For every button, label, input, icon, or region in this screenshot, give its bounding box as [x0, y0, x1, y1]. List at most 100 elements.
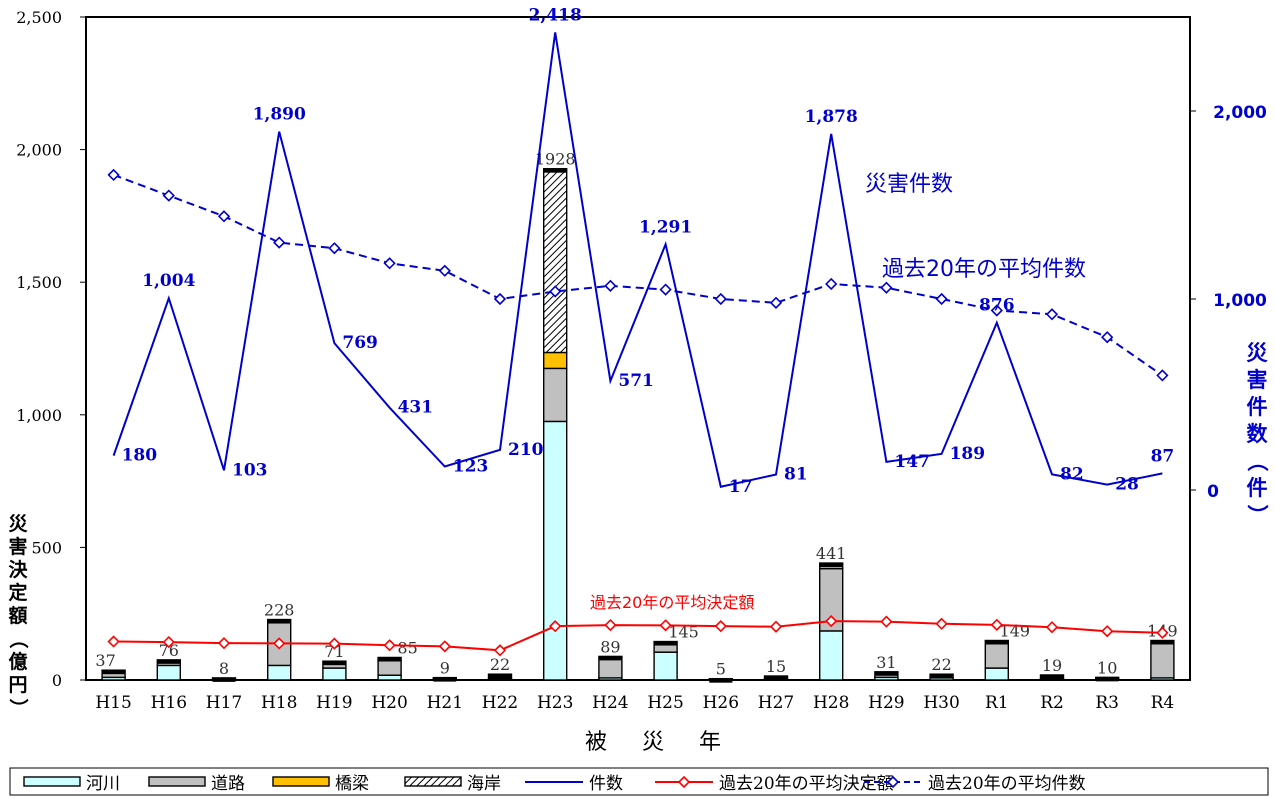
line-marker	[162, 189, 175, 202]
x-tick-label: H23	[537, 693, 573, 713]
x-tick-label: H15	[95, 693, 131, 713]
line-marker	[1101, 625, 1114, 638]
left-axis-title-char: 額	[8, 604, 27, 627]
bar-total-label: 76	[159, 641, 179, 660]
right-axis-title: 災害件数（件）	[1245, 341, 1269, 526]
x-tick-label: H18	[261, 693, 297, 713]
x-tick-label: R3	[1095, 693, 1119, 713]
legend: 河川 道路 橋梁 海岸 件数 過去20年の平均決定額 過去20年の平均件数	[23, 774, 1086, 794]
right-axis-title-char: ）	[1245, 505, 1269, 526]
bar-cap	[764, 676, 788, 681]
bar-total-label: 228	[264, 601, 295, 620]
line-marker	[1101, 331, 1114, 344]
legend-swatch	[404, 776, 462, 787]
x-tick-label: H16	[151, 693, 187, 713]
x-tick-label: H24	[592, 693, 628, 713]
count-label: 769	[342, 333, 378, 353]
left-axis-title-char: 円	[8, 674, 27, 696]
legend-label: 件数	[589, 774, 623, 794]
line-marker	[990, 618, 1003, 631]
left-axis-ticks: 0 500 1,000 1,500 2,000 2,500	[16, 8, 86, 690]
right-axis-title-char: 件	[1247, 395, 1268, 419]
line-marker	[604, 279, 617, 292]
x-tick-label: H22	[482, 693, 518, 713]
line-count	[112, 32, 1163, 488]
line-marker	[1156, 626, 1169, 639]
count-label: 189	[950, 444, 986, 464]
line-marker	[769, 296, 783, 309]
x-tick-label: H30	[923, 693, 959, 713]
line-marker	[493, 292, 507, 306]
bar-total-label: 5	[716, 660, 726, 679]
x-tick-label: H25	[647, 693, 683, 713]
line-marker	[659, 619, 672, 632]
line-avg-amount	[113, 620, 1163, 652]
bar-total-label: 1928	[535, 150, 576, 169]
line-marker	[273, 236, 286, 249]
legend-marker	[677, 775, 691, 789]
line-marker	[880, 281, 893, 294]
bar-total-label: 9	[440, 659, 450, 678]
legend-label: 海岸	[467, 774, 501, 794]
count-label: 1,878	[805, 107, 858, 127]
right-tick-label: 2,000	[1213, 103, 1267, 123]
x-tick-label: H27	[758, 693, 794, 713]
right-axis-title-char: 件	[1247, 476, 1268, 500]
legend-label: 橋梁	[335, 774, 369, 794]
left-axis-title-char: ）	[7, 698, 30, 717]
bar-cap	[322, 661, 346, 666]
bar-segment	[819, 630, 844, 681]
left-axis-title-char: 決	[8, 559, 28, 581]
bar-segment	[156, 664, 182, 681]
annotation-count: 災害件数	[865, 172, 953, 197]
count-label: 17	[729, 477, 753, 497]
count-label: 210	[508, 440, 544, 460]
left-axis-title-char: （	[7, 629, 30, 648]
count-label: 1,890	[253, 105, 306, 125]
bar-total-label: 37	[95, 651, 115, 670]
bar-cap	[433, 677, 457, 682]
right-axis-title-char: 数	[1247, 422, 1269, 446]
left-tick-label: 1,000	[16, 406, 62, 425]
bar-cap	[709, 678, 733, 683]
right-tick-label: 1,000	[1213, 291, 1267, 311]
line-marker	[1156, 369, 1169, 382]
line-marker	[1045, 308, 1059, 321]
bar-cap	[930, 674, 954, 679]
bar-cap	[102, 670, 126, 675]
line-marker	[383, 257, 396, 270]
right-axis-ticks: 0 1,000 2,000	[1190, 103, 1267, 502]
count-label: 876	[979, 296, 1015, 316]
bar-cap	[267, 619, 291, 624]
line-marker	[438, 640, 451, 653]
bar-segment	[377, 674, 402, 681]
bar-segment	[543, 351, 568, 370]
line-marker	[217, 637, 231, 650]
bar-cap	[874, 671, 898, 676]
x-tick-label: R1	[985, 693, 1009, 713]
bars	[101, 167, 1175, 683]
count-label: 103	[232, 460, 268, 480]
x-tick-label: H21	[427, 693, 463, 713]
bar-total-label: 19	[1042, 656, 1062, 675]
left-axis-title-char: 億	[8, 650, 27, 673]
count-label: 147	[894, 452, 930, 472]
x-tick-label: H29	[868, 693, 904, 713]
bar-total-label: 22	[931, 655, 951, 674]
bar-total-label: 85	[397, 638, 417, 657]
count-label: 28	[1115, 475, 1139, 495]
bar-cap	[212, 677, 236, 682]
bar-total-label: 8	[219, 659, 229, 678]
count-label: 123	[453, 457, 489, 477]
line-marker	[107, 635, 120, 648]
count-label: 180	[122, 446, 158, 466]
line-marker	[714, 620, 727, 633]
line-marker	[273, 637, 286, 650]
legend-label: 過去20年の平均件数	[928, 774, 1086, 794]
count-labels: 180 1,004 103 1,890 769 431 123 210 2,418 571 1,29…	[122, 5, 1175, 496]
bar-cap	[985, 640, 1009, 645]
bar-cap	[819, 563, 843, 568]
bar-cap	[488, 674, 512, 679]
